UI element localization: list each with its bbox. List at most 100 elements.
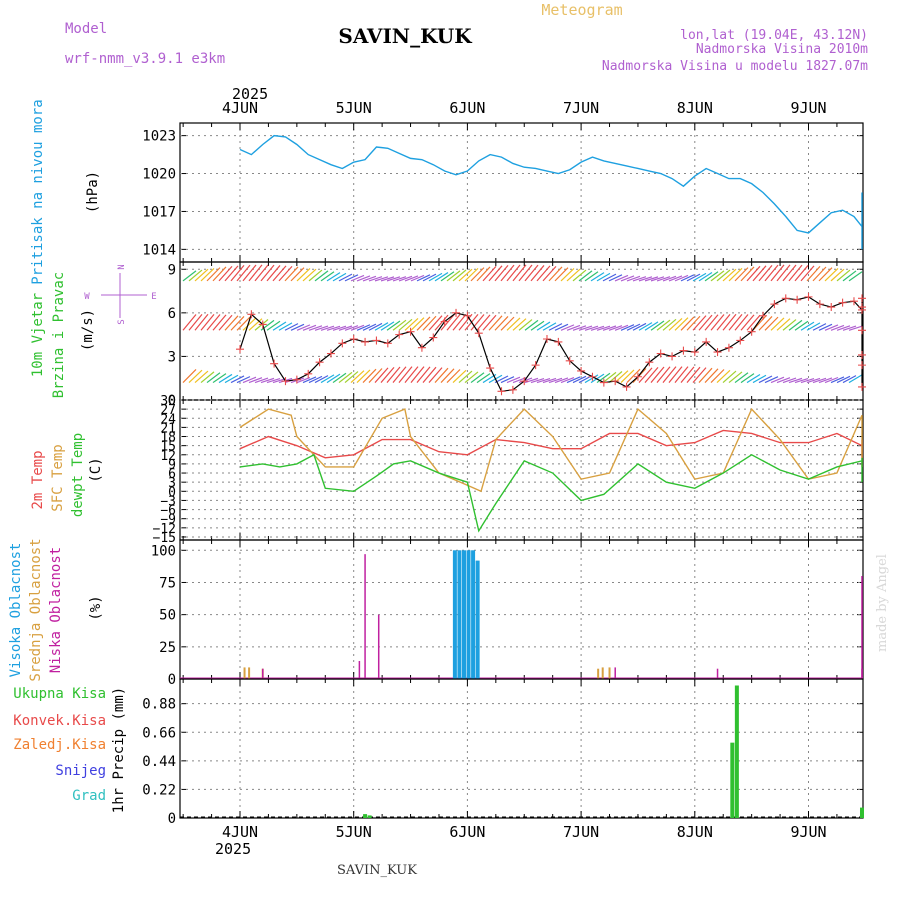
wind-arrow	[506, 376, 521, 384]
wind-arrow	[512, 318, 527, 331]
wind-arrow	[200, 371, 215, 384]
bar-mid-cloud	[597, 668, 600, 679]
series-2m-temp	[239, 429, 863, 459]
wind-arrow	[248, 377, 263, 384]
wind-arrow	[218, 373, 233, 384]
wind-arrow	[236, 316, 251, 331]
wind-arrow	[848, 271, 863, 282]
wind-marker	[577, 366, 586, 375]
wind-marker	[679, 346, 688, 355]
wind-arrow	[698, 367, 713, 383]
wind-arrow	[434, 367, 449, 383]
wind-marker	[554, 337, 563, 346]
wind-marker	[815, 300, 824, 309]
wind-arrow	[224, 374, 239, 384]
wind-marker	[804, 292, 813, 301]
compass-north: N	[117, 264, 127, 269]
wind-arrow	[446, 369, 461, 383]
wind-arrow	[332, 325, 347, 331]
wind-arrow	[728, 313, 743, 331]
wind-marker	[383, 339, 392, 348]
wind-arrow	[806, 322, 821, 331]
wind-arrow	[554, 377, 569, 384]
y-tick-label: 21	[160, 421, 176, 436]
wind-arrow	[194, 313, 209, 331]
wind-arrow	[344, 325, 359, 331]
wind-arrow	[788, 264, 803, 282]
wind-arrow	[254, 377, 269, 384]
panels-layer: 4JUN 4JUN 5JUN 5JUN 6JUN 6JUN 7JUN 7JUN 8JUN 8JUN…	[8, 99, 866, 841]
wind-marker	[713, 348, 722, 357]
wind-arrow	[338, 325, 353, 331]
header: Model wrf-nmm_v3.9.1 e3km SAVIN_KUK Mete…	[65, 1, 890, 878]
bar-mid-cloud	[243, 667, 246, 679]
wind-arrow	[554, 323, 569, 331]
wind-arrow	[368, 368, 383, 383]
y-tick-label: 0	[168, 485, 176, 500]
wind-arrow	[692, 367, 707, 383]
wind-arrow	[452, 313, 467, 331]
wind-arrow	[428, 367, 443, 383]
wind-marker	[588, 372, 597, 381]
y-tick-label: 1014	[142, 242, 176, 258]
wind-marker	[429, 333, 438, 342]
wind-arrow	[680, 316, 695, 331]
bar-low-cloud	[364, 554, 366, 679]
temp-ylabel-sub: SFC Temp	[50, 444, 66, 511]
wind-arrow	[260, 264, 275, 282]
wind-arrow	[560, 267, 575, 282]
wind-arrow	[608, 274, 623, 282]
wind-arrow	[302, 324, 317, 331]
wind-arrow	[752, 315, 767, 331]
wind-marker	[747, 327, 756, 336]
wind-arrow	[830, 376, 845, 384]
panel-pressure: 1014 1017 1020 1023 Pritisak na nivou mora (h…	[30, 99, 864, 285]
top-day-label: 6JUN	[449, 99, 485, 117]
y-tick-label: 100	[151, 543, 176, 559]
wind-arrow	[710, 314, 725, 331]
wind-arrow	[614, 324, 629, 331]
lonlat-text: lon,lat (19.04E, 43.12N)	[680, 28, 868, 43]
wind-arrow	[614, 274, 629, 282]
wind-arrow	[728, 267, 743, 282]
wind-arrow	[542, 377, 557, 384]
wind-arrow	[836, 269, 851, 282]
wind-arrow	[710, 270, 725, 282]
wind-arrow	[674, 366, 689, 383]
wind-arrow	[590, 373, 605, 384]
wind-arrow	[572, 269, 587, 282]
wind-arrow	[266, 377, 281, 384]
wind-arrow	[242, 264, 257, 282]
wind-marker	[622, 382, 631, 391]
wind-arrow	[644, 276, 659, 282]
wind-arrow	[458, 313, 473, 331]
wind-arrow	[290, 323, 305, 331]
wind-marker	[326, 349, 335, 358]
wind-marker	[611, 377, 620, 386]
wind-arrow	[728, 371, 743, 384]
wind-arrow	[338, 273, 353, 282]
y-tick-label: 24	[160, 412, 176, 427]
wind-arrow	[458, 370, 473, 384]
compass-east: E	[151, 292, 156, 302]
wind-arrow	[416, 366, 431, 383]
wind-arrow	[230, 316, 245, 331]
wind-arrow	[782, 264, 797, 282]
wind-arrow	[356, 275, 371, 282]
wind-arrow	[566, 376, 581, 384]
wind-arrow	[410, 274, 425, 282]
wind-arrow	[218, 265, 233, 282]
wind-marker	[258, 320, 267, 329]
wind-arrow	[722, 268, 737, 282]
top-day-label: 4JUN	[222, 99, 258, 117]
wind-arrow	[812, 323, 827, 331]
top-year-label: 2025	[232, 85, 268, 103]
wind-arrow	[704, 271, 719, 282]
wind-marker	[372, 336, 381, 345]
wind-arrow	[776, 318, 791, 331]
y-tick-label: −3	[160, 494, 176, 509]
wind-arrow	[260, 377, 275, 384]
wind-arrow	[692, 272, 707, 282]
wind-arrow	[662, 275, 677, 282]
wind-arrow	[632, 322, 647, 331]
